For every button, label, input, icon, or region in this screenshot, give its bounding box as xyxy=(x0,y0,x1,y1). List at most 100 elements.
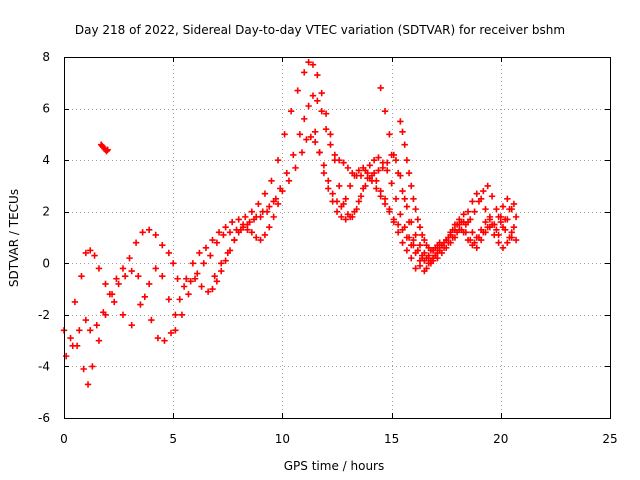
data-point xyxy=(399,239,406,246)
data-point xyxy=(309,61,317,68)
data-point xyxy=(204,288,212,295)
axis-ticks: 0 5 10 15 20 25 -6 -4 -2 0 2 4 6 8 xyxy=(38,50,618,446)
data-point xyxy=(172,311,179,319)
data-point xyxy=(165,296,173,303)
data-point xyxy=(493,226,500,233)
data-point xyxy=(443,236,450,244)
data-point xyxy=(405,169,413,177)
data-point xyxy=(62,352,70,360)
data-point xyxy=(191,275,199,282)
data-point xyxy=(211,272,218,280)
data-point xyxy=(357,193,365,200)
data-point xyxy=(318,107,325,115)
data-point xyxy=(213,239,221,246)
data-point xyxy=(218,260,225,267)
data-point xyxy=(401,141,408,148)
data-point xyxy=(399,187,406,195)
data-point xyxy=(189,260,197,267)
data-point xyxy=(115,280,122,288)
data-point xyxy=(274,156,282,164)
data-point xyxy=(390,151,397,159)
data-point xyxy=(87,327,94,334)
data-point xyxy=(460,218,467,226)
data-point xyxy=(145,280,153,288)
data-point xyxy=(316,149,323,156)
data-point xyxy=(504,239,511,246)
data-point xyxy=(102,280,109,288)
data-point xyxy=(390,218,397,226)
data-point xyxy=(335,182,343,190)
y-tick-label: -6 xyxy=(38,411,50,425)
data-point xyxy=(285,177,293,184)
data-point xyxy=(480,187,487,195)
data-point xyxy=(294,87,301,94)
data-point xyxy=(469,229,476,236)
data-point xyxy=(325,177,332,184)
data-point xyxy=(482,218,489,226)
data-point xyxy=(377,84,384,92)
data-point xyxy=(375,154,382,161)
data-point xyxy=(215,229,223,236)
data-point xyxy=(152,231,159,239)
data-point xyxy=(477,236,485,244)
data-point xyxy=(95,337,103,344)
data-point xyxy=(421,249,428,257)
data-point xyxy=(501,216,509,223)
data-point xyxy=(170,260,177,267)
data-point xyxy=(447,239,454,246)
data-point xyxy=(311,138,319,146)
data-points xyxy=(60,58,520,388)
data-point xyxy=(405,234,413,241)
data-point xyxy=(473,190,480,197)
data-point xyxy=(338,213,345,221)
plot-frame xyxy=(64,57,611,419)
x-tick-label: 10 xyxy=(275,432,290,446)
series-track-6 xyxy=(397,118,443,254)
data-point xyxy=(209,236,216,244)
series-track-5 xyxy=(377,84,520,264)
y-tick-label: -4 xyxy=(38,359,50,373)
data-point xyxy=(261,231,269,239)
x-tick-label: 5 xyxy=(169,432,177,446)
data-point xyxy=(67,334,74,342)
data-point xyxy=(357,172,365,179)
data-point xyxy=(499,244,507,252)
data-point xyxy=(499,203,507,210)
data-point xyxy=(198,283,205,290)
data-point xyxy=(314,97,321,105)
data-point xyxy=(416,242,424,249)
y-tick-label: -2 xyxy=(38,308,50,322)
data-point xyxy=(414,247,422,254)
x-tick-label: 20 xyxy=(493,432,508,446)
data-point xyxy=(403,156,411,164)
data-point xyxy=(486,223,494,231)
data-point xyxy=(362,167,369,174)
data-point xyxy=(69,342,76,349)
data-point xyxy=(469,242,476,249)
data-point xyxy=(412,231,419,239)
data-point xyxy=(226,247,234,254)
data-point xyxy=(231,236,238,244)
data-point xyxy=(183,275,190,282)
data-point xyxy=(301,69,308,76)
data-point xyxy=(287,107,295,115)
data-point xyxy=(322,110,330,117)
data-point xyxy=(119,311,127,319)
data-point xyxy=(242,213,249,221)
data-point xyxy=(154,334,162,342)
data-point xyxy=(159,272,166,280)
data-point xyxy=(394,169,402,177)
data-point xyxy=(292,164,299,172)
data-point xyxy=(255,200,262,208)
data-point xyxy=(152,265,159,272)
data-point xyxy=(473,244,480,252)
data-point xyxy=(283,169,290,177)
data-point xyxy=(268,177,275,184)
data-point xyxy=(364,174,371,182)
data-point xyxy=(401,223,408,231)
data-point xyxy=(401,195,408,203)
data-point xyxy=(486,216,494,223)
data-point xyxy=(471,208,478,215)
data-point xyxy=(488,193,496,200)
data-point xyxy=(80,365,87,373)
